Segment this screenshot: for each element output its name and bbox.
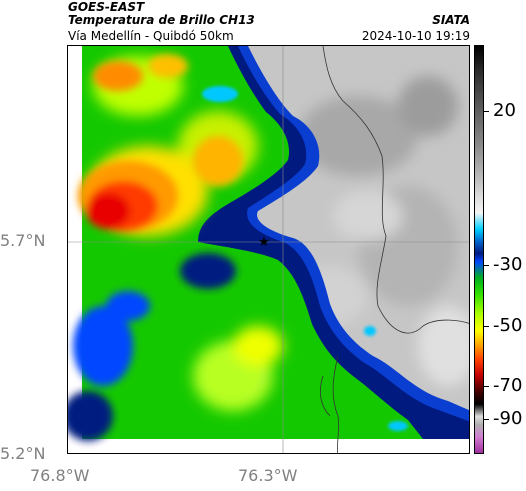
organization-label: SIATA [432,13,470,27]
brightness-temperature-field: ★ [68,46,469,453]
colorbar-label: -50 [493,315,523,336]
satellite-map[interactable]: ★ [67,45,470,454]
colorbar [474,45,484,454]
colorbar-tick [484,265,489,266]
colorbar-label: -90 [493,408,523,429]
colorbar-label: -70 [493,375,523,396]
colorbar-label: -30 [493,254,523,275]
green-cloud-body [82,46,423,439]
lon-label-2: 76.3°W [238,466,298,485]
gray-texture [288,76,469,386]
datetime-label: 2024-10-10 19:19 [361,29,470,43]
colorbar-tick [484,326,489,327]
colorbar-label: 20 [493,100,516,121]
colorbar-tick [484,111,489,112]
colorbar-tick [484,386,489,387]
lat-label-2: 5.2°N [0,444,46,463]
station-star-icon: ★ [258,235,270,250]
department-border [322,46,469,334]
satellite-title: GOES-EAST [68,0,145,14]
location-subtitle: Vía Medellín - Quibdó 50km [68,29,234,43]
lat-label-1: 5.7°N [0,231,46,250]
colorbar-tick [484,419,489,420]
product-title: Temperatura de Brillo CH13 [68,13,255,27]
lon-label-1: 76.8°W [30,466,90,485]
